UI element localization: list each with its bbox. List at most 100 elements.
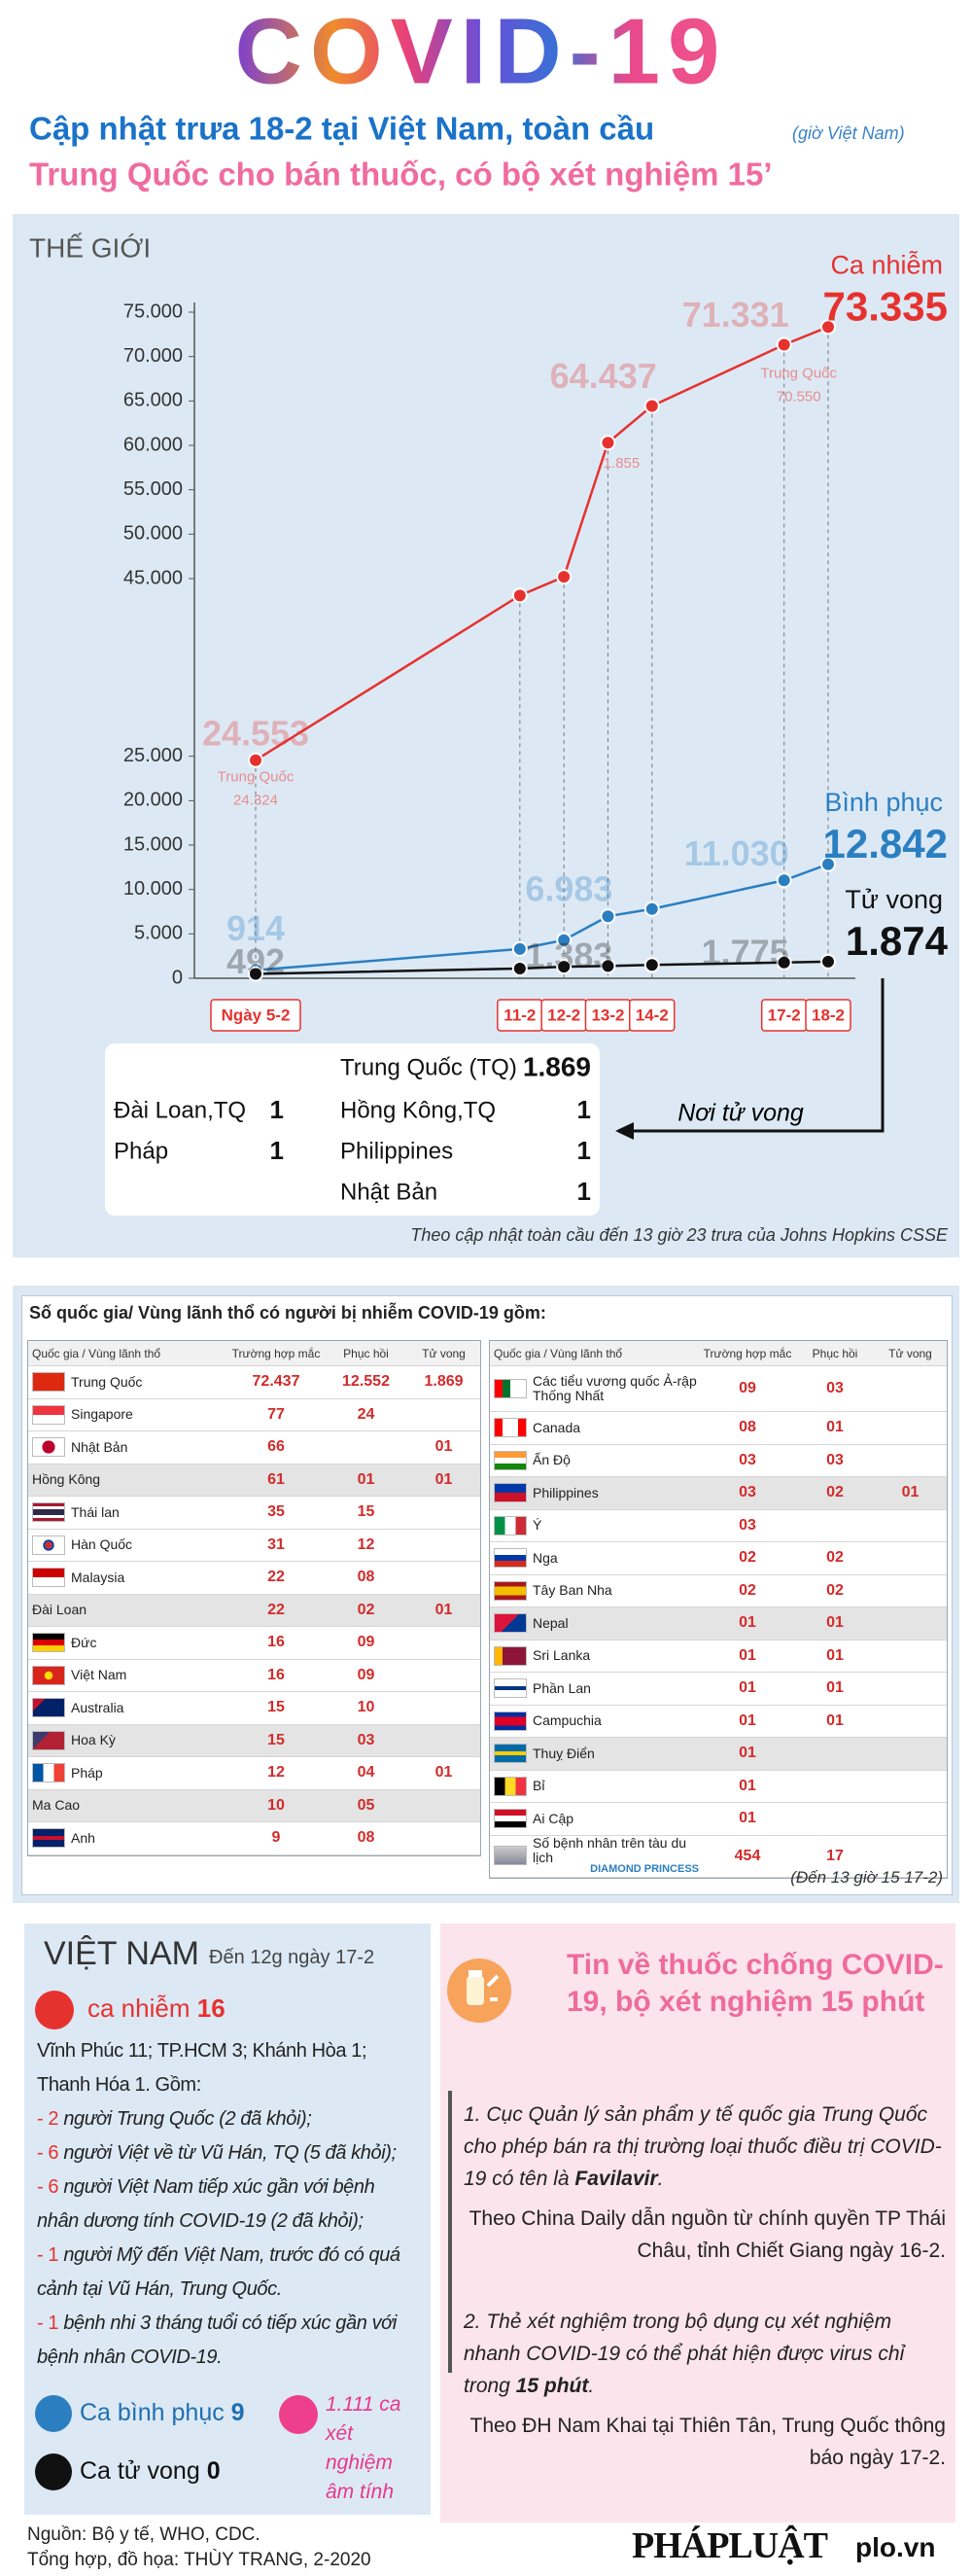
table-row: Canada 08 01 [490, 1412, 947, 1445]
ship-label: DIAMOND PRINCESS [590, 1863, 699, 1876]
table-number: 31 [267, 1535, 285, 1553]
cases-label: ca nhiễm [87, 1994, 191, 2023]
item-text: bệnh nhi 3 tháng tuổi có tiếp xúc gần vớ… [37, 2312, 397, 2368]
x-tick-label: 11-2 [503, 1006, 536, 1024]
flag [494, 1450, 527, 1470]
country-cell: Bỉ [490, 1776, 699, 1796]
x-tick-label: 17-2 [768, 1006, 801, 1024]
country-name: Australia [71, 1699, 124, 1715]
section-title: THẾ GIỚI [29, 232, 151, 263]
table-number: 15 [357, 1503, 375, 1521]
flag [494, 1580, 527, 1601]
country-name-wrap: Malaysia [71, 1570, 124, 1585]
country-cell: Phần Lan [490, 1678, 699, 1699]
table-row: Ma Cao 10 05 [28, 1789, 480, 1822]
cases-value: 16 [196, 1994, 226, 2023]
table-number: 77 [267, 1405, 285, 1423]
value-label: 914 [226, 908, 285, 948]
table-number: 24 [357, 1405, 375, 1423]
table-number: 08 [739, 1419, 756, 1436]
table-row: Philippines 03 02 01 [490, 1477, 947, 1510]
death-arrow [630, 978, 885, 1133]
data-point [776, 954, 792, 970]
country-name: Anh [71, 1829, 95, 1846]
y-tick-label: 5.000 [134, 923, 183, 944]
country-name: Thuỵ Điển [533, 1745, 595, 1761]
death-place-name: Nhật Bản [340, 1179, 437, 1205]
country-name: Nga [533, 1549, 558, 1566]
flag [32, 1665, 65, 1685]
x-tick-label: Ngày 5-2 [222, 1006, 291, 1024]
country-name-wrap: Anh [71, 1831, 95, 1846]
x-tick-label: 12-2 [547, 1006, 580, 1024]
deaths-dot [35, 2453, 72, 2490]
country-cell: Nhật Bản [28, 1437, 227, 1458]
table-row: Đức 16 09 [28, 1627, 480, 1660]
data-point [820, 953, 836, 970]
y-tick-label: 60.000 [123, 434, 183, 455]
news-body: 2. Thẻ xét nghiệm trong bộ dụng cụ xét n… [464, 2311, 905, 2397]
vietnam-title: VIỆT NAM [44, 1935, 199, 1972]
site: plo.vn [855, 2532, 936, 2562]
table-number: 09 [357, 1666, 375, 1683]
table-number: 01 [739, 1745, 756, 1762]
data-point [776, 872, 792, 889]
table-number: 10 [267, 1796, 285, 1814]
flag [494, 1678, 527, 1699]
vietnam-date: Đến 12g ngày 17-2 [209, 1947, 375, 1968]
column-header: Trường hợp mắc [231, 1346, 321, 1360]
data-point [820, 856, 836, 872]
category-box [805, 999, 851, 1032]
table-number: 02 [826, 1484, 844, 1501]
table-number: 22 [267, 1569, 285, 1586]
table-row: Thuỵ Điển 01 [490, 1738, 947, 1771]
country-name: Ấn Độ [533, 1452, 571, 1468]
column-header: Phục hồi [343, 1346, 389, 1360]
table-row: Hoa Kỳ 15 03 [28, 1724, 480, 1757]
country-name: Nhật Bản [71, 1438, 128, 1455]
death-place-count: 1 [270, 1095, 284, 1124]
news-icon [447, 1958, 511, 2023]
table-number: 01 [826, 1711, 844, 1729]
table-number: 01 [826, 1679, 844, 1697]
country-name: Campuchia [533, 1712, 602, 1729]
y-tick-label: 65.000 [123, 390, 183, 411]
vietnam-item: - 6 người Việt về từ Vũ Hán, TQ (5 đã kh… [37, 2136, 421, 2170]
column-header: Trường hợp mắc [703, 1346, 792, 1360]
country-name: Số bệnh nhân trên tàu du lịch [533, 1835, 687, 1865]
main-title: COVID-19 [235, 0, 728, 103]
country-name-wrap: Tây Ban Nha [533, 1583, 612, 1598]
value-label: 73.335 [823, 283, 948, 329]
table-number: 01 [826, 1646, 844, 1664]
annotation: Trung Quốc [218, 769, 295, 786]
country-name-wrap: Đức [71, 1636, 96, 1650]
table-number: 10 [357, 1699, 375, 1716]
item-count: - 6 [37, 2142, 59, 2164]
country-cell: Sri Lanka [490, 1645, 699, 1666]
news-source: Theo ĐH Nam Khai tại Thiên Tân, Trung Qu… [469, 2415, 947, 2469]
table-number: 01 [357, 1470, 375, 1488]
table-number: 01 [739, 1810, 756, 1827]
chart-note: Theo cập nhật toàn cầu đến 13 giờ 23 trư… [410, 1225, 949, 1245]
flag [494, 1379, 527, 1398]
value-label: 1.383 [525, 935, 612, 975]
country-cell: Thuỵ Điển [490, 1744, 699, 1764]
country-name: Singapore [71, 1406, 133, 1423]
data-point [248, 752, 263, 768]
flag [494, 1846, 527, 1866]
recovered-label: Ca bình phục [80, 2399, 225, 2426]
cases-dot [35, 1991, 74, 2029]
table-number: 12 [357, 1535, 375, 1553]
death-place-count: 1 [577, 1136, 591, 1165]
data-point [511, 960, 528, 976]
table-row: Ai Cập 01 [490, 1803, 947, 1836]
death-place-name: Trung Quốc (TQ) [340, 1054, 517, 1080]
country-name-wrap: Các tiểu vương quốc Ả-rập Thống Nhất [533, 1374, 699, 1403]
country-cell: Anh [28, 1828, 227, 1849]
table-number: 03 [826, 1380, 844, 1396]
table-number: 03 [739, 1451, 756, 1468]
table-number: 15 [267, 1731, 285, 1748]
item-count: - 1 [37, 2244, 59, 2266]
country-cell: Việt Nam [28, 1665, 227, 1685]
